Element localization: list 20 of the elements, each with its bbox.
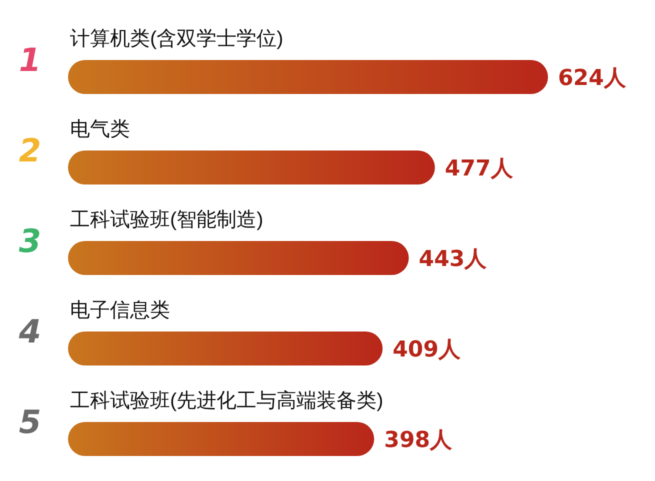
y-tick-label: 工科试验班(智能制造) <box>70 209 264 231</box>
bar <box>68 332 383 366</box>
data-label: 398人 <box>384 428 454 453</box>
text: 2 <box>18 132 42 170</box>
bar <box>68 150 435 184</box>
bar <box>68 422 374 456</box>
y-tick-label: 电子信息类 <box>70 300 170 322</box>
data-label: 409人 <box>392 338 462 362</box>
text: 4 <box>18 312 42 350</box>
data-label: 477人 <box>444 156 514 182</box>
text: 3 <box>18 222 42 260</box>
bar <box>68 60 548 94</box>
y-tick-label: 计算机类(含双学士学位) <box>70 28 284 50</box>
bar <box>68 241 409 275</box>
data-label: 624人 <box>558 66 627 91</box>
y-tick-label: 工科试验班(先进化工与高端装备类) <box>70 389 384 412</box>
data-label: 443人 <box>418 247 488 272</box>
text: 5 <box>18 403 42 441</box>
text: 1 <box>18 41 42 79</box>
y-tick-label: 电气类 <box>70 118 130 140</box>
